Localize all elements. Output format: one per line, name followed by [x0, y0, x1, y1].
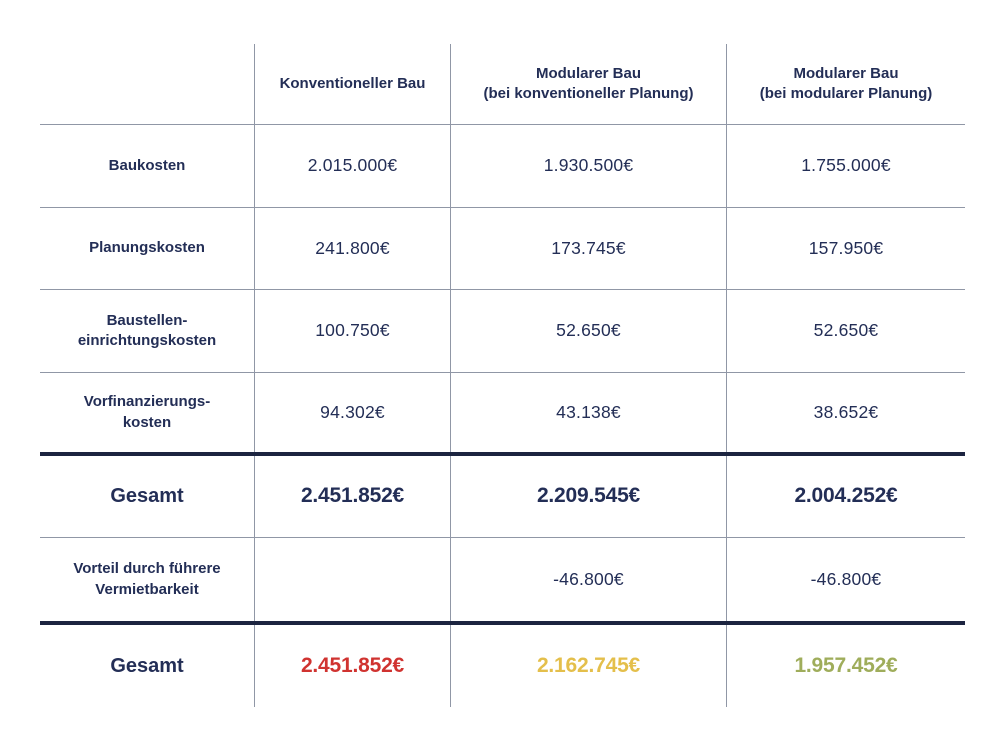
- value-cell: 43.138€: [451, 373, 727, 452]
- value-cell: 157.950€: [808, 237, 884, 258]
- total-value-modular-modulare-planung: 1.957.452€: [794, 653, 898, 677]
- subtotal-value: 2.209.545€: [451, 456, 727, 537]
- row-label: Planungskosten: [40, 208, 255, 289]
- corner-cell: [40, 44, 255, 124]
- value-cell: 241.800€: [255, 208, 451, 289]
- row-label: Baustellen- einrichtungskosten: [40, 290, 255, 372]
- value-cell: 2.015.000€: [255, 125, 451, 207]
- row-label: Vorteil durch führere Vermietbarkeit: [40, 538, 255, 621]
- table-row-vermietbarkeit-vorteil: Vorteil durch führere Vermietbarkeit -46…: [40, 538, 965, 625]
- value-cell: 1.755.000€: [801, 155, 891, 176]
- table-row-planungskosten: Planungskosten 241.800€ 173.745€ 157.950…: [40, 208, 965, 290]
- total-value-modular-konventionelle-planung: 2.162.745€: [451, 625, 727, 707]
- column-header-konventioneller-bau: Konventioneller Bau: [255, 44, 451, 124]
- subtotal-value: 2.451.852€: [255, 456, 451, 537]
- subtotal-row: Gesamt 2.451.852€ 2.209.545€ 2.004.252€: [40, 456, 965, 538]
- cost-comparison-table: Konventioneller Bau Modularer Bau (bei k…: [40, 44, 965, 707]
- value-cell: 52.650€: [813, 320, 879, 341]
- value-cell: 1.930.500€: [451, 125, 727, 207]
- subtotal-label: Gesamt: [40, 456, 255, 537]
- row-label: Baukosten: [40, 125, 255, 207]
- table-row-baukosten: Baukosten 2.015.000€ 1.930.500€ 1.755.00…: [40, 125, 965, 208]
- total-value-konventionell: 2.451.852€: [255, 625, 451, 707]
- value-cell: -46.800€: [810, 568, 882, 589]
- table-row-vorfinanzierungskosten: Vorfinanzierungs- kosten 94.302€ 43.138€…: [40, 373, 965, 456]
- column-header-modularer-bau-konventionelle-planung: Modularer Bau (bei konventioneller Planu…: [451, 44, 727, 124]
- row-label: Vorfinanzierungs- kosten: [40, 373, 255, 452]
- value-cell: 100.750€: [255, 290, 451, 372]
- value-cell: -46.800€: [451, 538, 727, 621]
- value-cell: 94.302€: [255, 373, 451, 452]
- value-cell-empty: [255, 538, 451, 621]
- value-cell: 38.652€: [813, 401, 879, 422]
- value-cell: 173.745€: [451, 208, 727, 289]
- subtotal-value: 2.004.252€: [794, 484, 898, 508]
- column-header-modularer-bau-modulare-planung: Modularer Bau (bei modularer Planung): [759, 64, 933, 102]
- total-row: Gesamt 2.451.852€ 2.162.745€ 1.957.452€: [40, 625, 965, 707]
- table-row-baustelleneinrichtungskosten: Baustellen- einrichtungskosten 100.750€ …: [40, 290, 965, 373]
- total-label: Gesamt: [40, 625, 255, 707]
- header-row: Konventioneller Bau Modularer Bau (bei k…: [40, 44, 965, 125]
- value-cell: 52.650€: [451, 290, 727, 372]
